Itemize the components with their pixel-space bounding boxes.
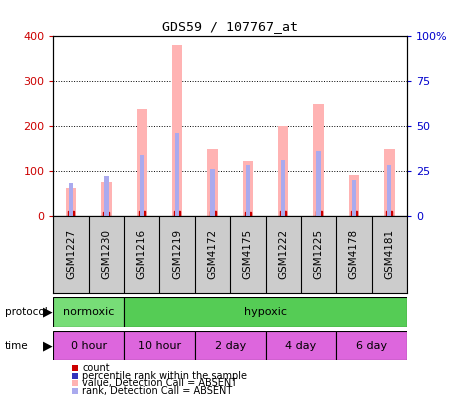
Bar: [140, 154, 144, 216]
Text: count: count: [82, 364, 110, 373]
Text: protocol: protocol: [5, 307, 47, 317]
Title: GDS59 / 107767_at: GDS59 / 107767_at: [162, 20, 298, 33]
Bar: [246, 166, 250, 216]
Text: time: time: [5, 341, 28, 350]
Bar: [336, 331, 407, 360]
Text: GSM1216: GSM1216: [137, 229, 147, 280]
Bar: [281, 160, 286, 216]
Bar: [278, 126, 288, 216]
Text: 6 day: 6 day: [356, 341, 387, 350]
Bar: [175, 133, 179, 216]
Bar: [124, 331, 195, 360]
Bar: [53, 297, 124, 327]
Text: ▶: ▶: [43, 305, 53, 318]
Bar: [66, 188, 76, 216]
Bar: [124, 297, 407, 327]
Text: 4 day: 4 day: [285, 341, 317, 350]
Text: GSM1219: GSM1219: [172, 229, 182, 280]
Bar: [172, 45, 182, 216]
Bar: [53, 331, 124, 360]
Text: GSM1230: GSM1230: [101, 229, 112, 280]
Text: value, Detection Call = ABSENT: value, Detection Call = ABSENT: [82, 379, 238, 388]
Text: GSM1227: GSM1227: [66, 229, 76, 280]
Bar: [104, 176, 109, 216]
Bar: [384, 149, 394, 216]
Bar: [352, 180, 356, 216]
Text: GSM4175: GSM4175: [243, 229, 253, 280]
Bar: [69, 183, 73, 216]
Bar: [349, 175, 359, 216]
Text: 10 hour: 10 hour: [138, 341, 181, 350]
Text: GSM4178: GSM4178: [349, 229, 359, 280]
Text: GSM1222: GSM1222: [278, 229, 288, 280]
Text: GSM4181: GSM4181: [384, 229, 394, 280]
Text: 0 hour: 0 hour: [71, 341, 107, 350]
Bar: [101, 182, 112, 216]
Bar: [195, 331, 266, 360]
Text: rank, Detection Call = ABSENT: rank, Detection Call = ABSENT: [82, 386, 232, 396]
Bar: [387, 166, 392, 216]
Text: GSM1225: GSM1225: [313, 229, 324, 280]
Text: GSM4172: GSM4172: [207, 229, 218, 280]
Bar: [207, 149, 218, 216]
Bar: [210, 169, 215, 216]
Text: percentile rank within the sample: percentile rank within the sample: [82, 371, 247, 381]
Bar: [313, 104, 324, 216]
Text: hypoxic: hypoxic: [244, 307, 287, 317]
Bar: [266, 331, 336, 360]
Bar: [243, 161, 253, 216]
Bar: [137, 109, 147, 216]
Text: ▶: ▶: [43, 339, 53, 352]
Text: normoxic: normoxic: [63, 307, 114, 317]
Text: 2 day: 2 day: [214, 341, 246, 350]
Bar: [316, 151, 321, 216]
